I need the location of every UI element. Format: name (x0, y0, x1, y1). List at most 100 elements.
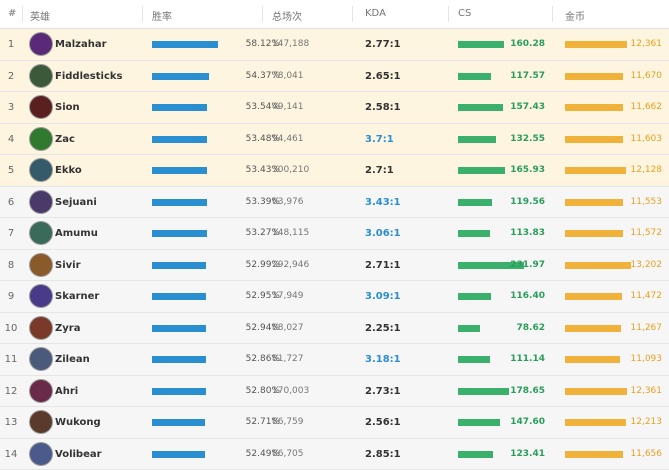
cs: 113.83 (510, 228, 545, 238)
win-rate: 52.94% (245, 322, 280, 333)
table-row: 1 Malzahar 58.12% 147,188 2.77:1 160.28 12,361 (0, 29, 669, 61)
win-rate-bar (152, 324, 206, 332)
win-rate-bar (152, 356, 206, 363)
rank: 13 (4, 417, 18, 428)
cs-bar (458, 135, 496, 143)
cs-bar (458, 167, 506, 174)
win-rate: 58.12% (245, 39, 280, 49)
games: 86,759 (272, 417, 304, 427)
kda: 2.25:1 (365, 322, 401, 334)
gold: 11,093 (630, 354, 663, 364)
win-rate: 52.99% (245, 259, 280, 270)
win-rate: 52.71% (245, 417, 280, 427)
kda: 2.71:1 (365, 259, 401, 271)
cs: 160.28 (510, 39, 545, 49)
cs-bar (458, 230, 491, 237)
champion-icon (30, 64, 52, 87)
champion-name: Sivir (55, 259, 81, 271)
win-rate: 52.86% (245, 354, 280, 364)
column-separator (22, 6, 23, 22)
champion-icon (30, 190, 52, 213)
gold: 12,213 (630, 417, 663, 427)
champion-icon (30, 348, 52, 370)
champion-name: Malzahar (55, 39, 107, 50)
kda: 3.09:1 (365, 291, 401, 302)
cs: 165.93 (510, 165, 545, 175)
column-header: # (8, 8, 17, 19)
cs-bar (458, 198, 492, 206)
table-row: 2 Fiddlesticks 54.37% 78,041 2.65:1 117.57 11,… (0, 60, 669, 92)
gold: 11,553 (630, 196, 663, 207)
table-row: 14 Volibear 52.49% 86,705 2.85:1 123.41 11,656 (0, 438, 669, 470)
rank: 9 (7, 291, 15, 302)
gold: 12,361 (630, 39, 663, 49)
kda: 2.85:1 (365, 448, 401, 460)
gold-bar (565, 387, 627, 395)
cs: 117.57 (510, 70, 545, 81)
column-separator (352, 6, 353, 22)
cs: 111.14 (510, 354, 545, 364)
games: 78,041 (272, 70, 304, 81)
table-row: 4 Zac 53.48% 94,461 3.7:1 132.55 11,603 (0, 123, 669, 155)
column-header: 总场次 (272, 12, 302, 23)
champion-name: Zyra (55, 322, 81, 334)
table-row: 10 Zyra 52.94% 88,027 2.25:1 78.62 11,267 (0, 312, 669, 344)
column-separator (142, 6, 143, 22)
table-row: 8 Sivir 52.99% 292,946 2.71:1 231.97 13,202 (0, 249, 669, 281)
column-separator (262, 6, 263, 22)
games: 49,141 (272, 102, 304, 112)
cs: 123.41 (510, 448, 545, 459)
games: 88,027 (272, 322, 304, 333)
kda: 3.06:1 (365, 228, 401, 239)
cs-bar (458, 356, 490, 363)
kda: 3.18:1 (365, 354, 401, 365)
gold-bar (565, 167, 626, 174)
kda: 2.77:1 (365, 39, 401, 50)
table-row: 7 Amumu 53.27% 148,115 3.06:1 113.83 11,572 (0, 218, 669, 250)
champion-name: Zilean (55, 354, 90, 365)
cs: 231.97 (510, 259, 545, 270)
kda: 3.7:1 (365, 133, 394, 145)
rank: 10 (4, 322, 18, 334)
gold-bar (565, 419, 627, 426)
table-row: 3 Sion 53.54% 49,141 2.58:1 157.43 11,662 (0, 92, 669, 124)
win-rate-bar (152, 72, 210, 80)
table-header: # 英雄 胜率 总场次 KDA CS 金币 (0, 0, 669, 29)
gold-bar (565, 230, 623, 237)
win-rate-bar (152, 198, 207, 206)
champion-icon (30, 411, 52, 433)
cs: 119.56 (510, 196, 545, 207)
kda: 3.43:1 (365, 196, 401, 208)
win-rate-bar (152, 104, 208, 111)
champion-icon (30, 33, 52, 55)
gold-bar (565, 198, 623, 206)
cs-bar (458, 450, 494, 458)
gold: 12,361 (630, 385, 663, 396)
gold: 11,656 (630, 448, 663, 459)
kda: 2.7:1 (365, 165, 394, 176)
champion-name: Sion (55, 102, 80, 113)
champion-name: Zac (55, 133, 75, 145)
cs-bar (458, 41, 504, 48)
gold-bar (565, 324, 622, 332)
cs-bar (458, 293, 492, 300)
champion-icon (30, 96, 52, 118)
champion-name: Wukong (55, 417, 101, 428)
champion-icon (30, 159, 52, 181)
gold-bar (565, 450, 624, 458)
table-row: 9 Skarner 52.95% 17,949 3.09:1 116.40 11,472 (0, 281, 669, 313)
games: 63,976 (272, 196, 304, 207)
champion-name: Fiddlesticks (55, 70, 123, 82)
win-rate: 54.37% (245, 70, 280, 81)
cs-bar (458, 419, 500, 426)
table-row: 12 Ahri 52.80% 170,003 2.73:1 178.65 12,361 (0, 375, 669, 407)
win-rate: 53.27% (245, 228, 280, 238)
gold: 11,603 (630, 133, 663, 144)
champion-icon (30, 442, 52, 465)
win-rate: 52.49% (245, 448, 280, 459)
gold-bar (565, 135, 623, 143)
column-header: 金币 (565, 12, 585, 23)
gold: 12,128 (630, 165, 663, 175)
games: 292,946 (272, 259, 310, 270)
